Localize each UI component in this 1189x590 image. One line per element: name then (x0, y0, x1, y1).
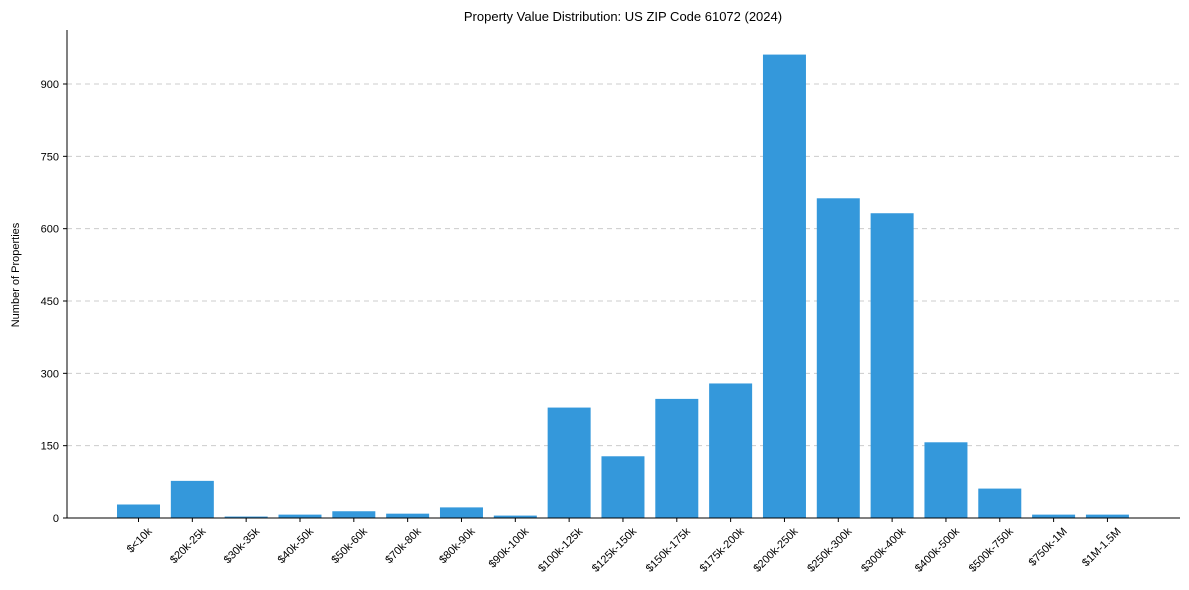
x-tick-label: $200k-250k (751, 525, 800, 574)
bar (117, 504, 160, 518)
bar (816, 198, 860, 518)
y-ticks: 0 150 300 450 600 750 900 (41, 79, 67, 525)
x-tick-label: $90k-100k (487, 525, 532, 570)
x-tick-label: $50k-60k (329, 525, 370, 566)
bar (439, 507, 483, 518)
x-tick-label: $500k-750k (967, 525, 1016, 574)
y-tick-label: 300 (41, 368, 59, 380)
bar (278, 514, 322, 518)
x-tick-label: $750k-1M (1027, 526, 1070, 569)
x-tick-label: $125k-150k (590, 525, 639, 574)
bar (1032, 514, 1076, 518)
bar (1085, 514, 1129, 518)
x-tick-label: $20k-25k (168, 525, 209, 566)
bar (224, 516, 268, 518)
x-tick-label: $400k-500k (913, 525, 962, 574)
y-tick-label: 600 (41, 224, 59, 236)
x-tick-label: $70k-80k (383, 525, 424, 566)
x-tick-label: $300k-400k (859, 525, 908, 574)
x-tick-label: $250k-300k (805, 525, 854, 574)
bar (601, 456, 645, 518)
bars (117, 54, 1129, 519)
x-tick-label: $<10k (125, 525, 155, 555)
x-tick-label: $100k-125k (536, 525, 585, 574)
bar (332, 511, 376, 518)
bar (870, 213, 914, 519)
bar (924, 442, 968, 518)
chart-title: Property Value Distribution: US ZIP Code… (464, 9, 782, 24)
x-tick-label: $175k-200k (698, 525, 747, 574)
y-tick-label: 900 (41, 79, 59, 91)
bar (493, 515, 537, 518)
y-tick-label: 150 (41, 441, 59, 453)
x-tick-label: $80k-90k (437, 525, 478, 566)
x-tick-label: $40k-50k (276, 525, 317, 566)
y-tick-label: 450 (41, 296, 59, 308)
bar (762, 54, 806, 519)
bar (978, 488, 1022, 518)
y-axis-label: Number of Properties (10, 222, 22, 327)
x-tick-label: $150k-175k (644, 525, 693, 574)
x-tick-label: $30k-35k (222, 525, 263, 566)
x-tick-label: $1M-1.5M (1080, 526, 1124, 570)
x-ticks: $<10k $20k-25k $30k-35k $40k-50k $50k-60k $70… (125, 518, 1124, 575)
y-tick-label: 750 (41, 151, 59, 163)
bar (547, 407, 591, 518)
bar (170, 480, 214, 518)
bar (655, 398, 699, 518)
y-tick-label: 0 (53, 513, 59, 525)
gridlines (67, 83, 1180, 447)
bar (709, 383, 753, 518)
axes (66, 30, 1180, 519)
bar (386, 513, 430, 518)
